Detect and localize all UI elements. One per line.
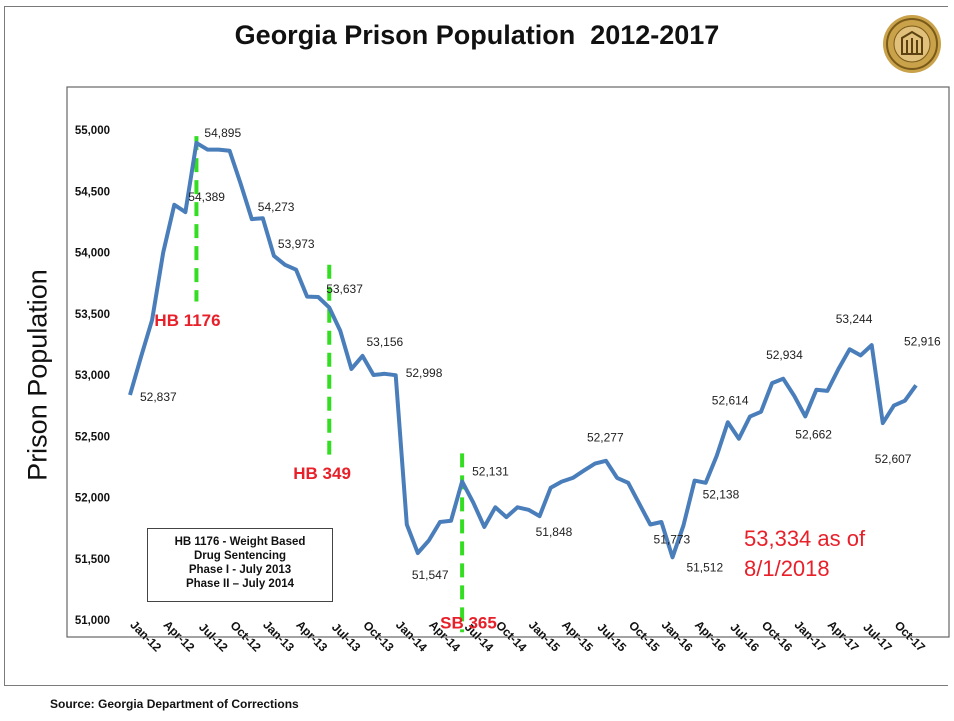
law-label: SB 365: [440, 614, 497, 633]
current-population-line: 8/1/2018: [744, 556, 830, 581]
data-label: 52,614: [712, 393, 749, 407]
law-label: HB 349: [293, 464, 351, 483]
data-label: 54,895: [204, 126, 241, 140]
data-label: 53,156: [366, 335, 403, 349]
current-population-note: 53,334 as of 8/1/2018: [744, 524, 865, 584]
data-label: 52,916: [904, 334, 941, 348]
data-label: 51,512: [686, 560, 723, 574]
x-tick-label: Jan-17: [792, 618, 829, 655]
data-label: 52,998: [406, 366, 443, 380]
data-label: 54,389: [188, 190, 225, 204]
law-label: HB 1176: [154, 311, 220, 330]
y-tick-label: 54,500: [75, 186, 110, 198]
legislation-note-line: Drug Sentencing: [193, 550, 286, 562]
legislation-note-line: Phase I - July 2013: [188, 564, 292, 576]
data-label: 53,637: [326, 282, 363, 296]
data-label: 52,662: [795, 427, 832, 441]
x-tick-label: Apr-12: [161, 618, 198, 655]
data-label: 52,138: [703, 488, 740, 502]
source-note: Source: Georgia Department of Correction…: [50, 697, 299, 711]
y-tick-label: 55,000: [75, 125, 110, 137]
data-label: 51,848: [536, 525, 573, 539]
data-label: 51,547: [412, 568, 449, 582]
x-tick-label: Apr-15: [559, 618, 596, 655]
y-tick-label: 51,000: [75, 615, 110, 627]
chart-title: Georgia Prison Population 2012-2017: [234, 20, 720, 50]
chart-frame: [4, 6, 948, 686]
x-tick-label: Apr-16: [692, 618, 729, 655]
data-label: 53,244: [836, 312, 873, 326]
data-label: 52,607: [875, 452, 912, 466]
y-tick-label: 52,500: [75, 431, 110, 443]
y-tick-label: 53,000: [75, 370, 110, 382]
data-label: 52,131: [472, 464, 509, 478]
legislation-note-line: HB 1176 - Weight Based: [174, 536, 306, 548]
x-tick-label: Jan-14: [393, 618, 430, 655]
x-tick-label: Jan-12: [127, 618, 164, 655]
state-seal-icon: [883, 15, 941, 73]
population-series-line: [128, 140, 918, 560]
data-label: 52,934: [766, 348, 803, 362]
y-tick-label: 54,000: [75, 248, 110, 260]
data-label: 52,277: [587, 431, 624, 445]
y-tick-label: 51,500: [75, 554, 110, 566]
data-label: 51,773: [654, 532, 691, 546]
x-tick-label: Jan-15: [526, 618, 563, 655]
legislation-note-line: Phase II – July 2014: [185, 578, 295, 590]
x-tick-label: Apr-17: [825, 618, 862, 655]
y-tick-label: 52,000: [75, 493, 110, 505]
current-population-line: 53,334 as of: [744, 526, 866, 551]
data-label: 53,973: [278, 237, 315, 251]
legislation-note-box: HB 1176 - Weight Based Drug Sentencing P…: [147, 528, 333, 602]
x-tick-label: Jan-16: [659, 618, 696, 655]
plot-area: [66, 86, 950, 638]
data-label: 54,273: [258, 200, 295, 214]
data-label: 52,837: [140, 390, 177, 404]
x-tick-label: Apr-13: [293, 618, 330, 655]
y-tick-label: 53,500: [75, 309, 110, 321]
x-tick-label: Jan-13: [260, 618, 297, 655]
